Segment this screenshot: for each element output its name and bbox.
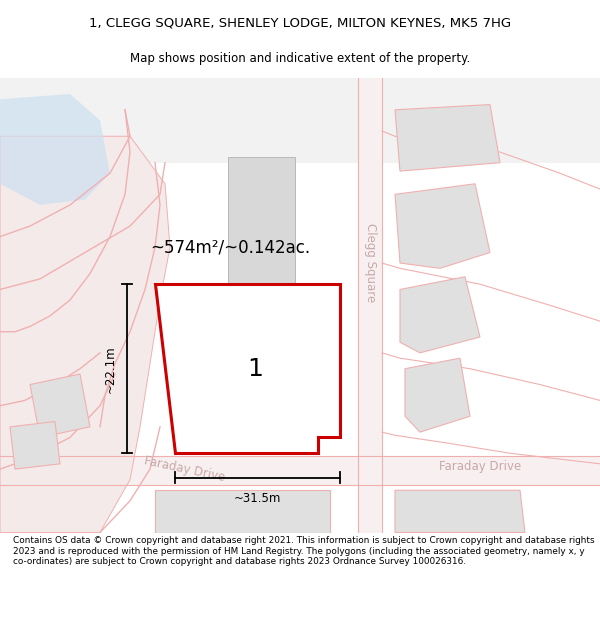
Polygon shape (395, 184, 490, 268)
Polygon shape (228, 158, 295, 326)
Polygon shape (400, 277, 480, 353)
Text: Faraday Drive: Faraday Drive (439, 461, 521, 474)
Polygon shape (155, 490, 330, 532)
Text: Contains OS data © Crown copyright and database right 2021. This information is : Contains OS data © Crown copyright and d… (13, 536, 595, 566)
Polygon shape (395, 104, 500, 171)
Polygon shape (0, 136, 170, 532)
Polygon shape (395, 490, 525, 532)
Text: ~31.5m: ~31.5m (233, 492, 281, 506)
Polygon shape (0, 78, 600, 532)
Text: Faraday Drive: Faraday Drive (143, 454, 227, 484)
Polygon shape (30, 374, 90, 438)
Text: Clegg Square: Clegg Square (364, 223, 377, 302)
Polygon shape (10, 421, 60, 469)
Text: ~22.1m: ~22.1m (104, 345, 117, 392)
Polygon shape (405, 358, 470, 432)
Text: ~574m²/~0.142ac.: ~574m²/~0.142ac. (150, 238, 310, 256)
Text: 1: 1 (247, 357, 263, 381)
Text: 1, CLEGG SQUARE, SHENLEY LODGE, MILTON KEYNES, MK5 7HG: 1, CLEGG SQUARE, SHENLEY LODGE, MILTON K… (89, 17, 511, 30)
Polygon shape (0, 94, 110, 205)
Polygon shape (358, 78, 382, 532)
Polygon shape (100, 162, 600, 532)
Text: Map shows position and indicative extent of the property.: Map shows position and indicative extent… (130, 52, 470, 65)
Polygon shape (155, 284, 340, 453)
Polygon shape (0, 456, 600, 485)
